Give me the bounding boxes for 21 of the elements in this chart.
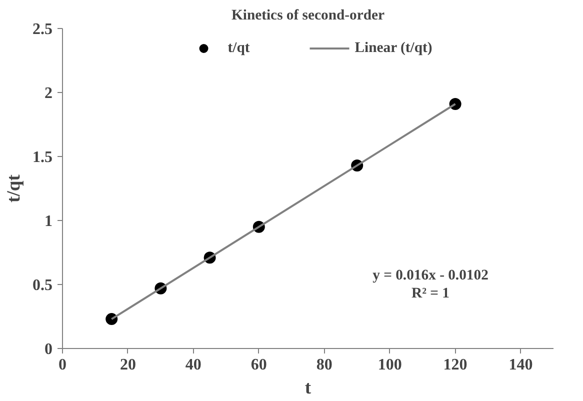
- legend-label: Linear (t/qt): [354, 40, 432, 56]
- x-tick-label: 40: [185, 356, 202, 374]
- y-tick-label: 0.5: [32, 277, 52, 294]
- annotation: R² = 1: [412, 286, 450, 302]
- x-tick-label: 0: [58, 356, 66, 374]
- legend-label: t/qt: [228, 40, 250, 56]
- annotation: y = 0.016x - 0.0102: [372, 268, 488, 284]
- x-tick-label: 120: [443, 356, 468, 374]
- y-axis-title: t/qt: [4, 174, 24, 202]
- x-tick-label: 140: [508, 356, 533, 374]
- y-tick-label: 2: [44, 85, 52, 102]
- y-tick-label: 0: [44, 341, 52, 358]
- x-tick-label: 20: [120, 356, 136, 374]
- y-tick-label: 1.5: [32, 149, 52, 166]
- chart-title: Kinetics of second-order: [231, 8, 386, 24]
- y-tick-label: 2.5: [32, 21, 52, 38]
- x-tick-label: 80: [316, 356, 332, 374]
- x-tick-label: 100: [378, 356, 402, 374]
- x-tick-label: 60: [250, 356, 267, 374]
- x-axis-title: t: [304, 378, 312, 398]
- y-tick-label: 1: [44, 213, 52, 230]
